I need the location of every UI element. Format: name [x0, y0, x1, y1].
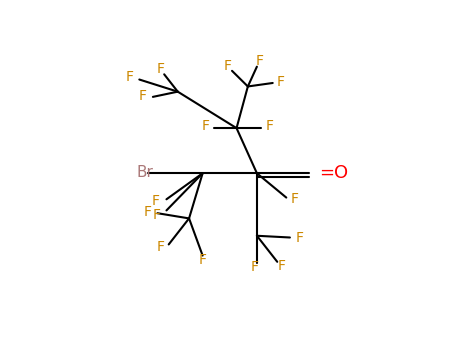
Text: F: F — [223, 58, 232, 72]
Text: F: F — [126, 70, 133, 84]
Text: F: F — [157, 240, 165, 254]
Text: F: F — [290, 192, 298, 206]
Text: F: F — [296, 231, 304, 245]
Text: F: F — [251, 260, 258, 274]
Text: F: F — [151, 194, 159, 208]
Text: F: F — [277, 75, 285, 89]
Text: F: F — [266, 119, 273, 133]
Text: F: F — [139, 89, 147, 103]
Text: =O: =O — [319, 164, 348, 182]
Text: F: F — [278, 259, 286, 273]
Text: Br: Br — [136, 165, 153, 180]
Text: F: F — [157, 62, 165, 76]
Text: F: F — [202, 119, 210, 133]
Text: F: F — [255, 55, 263, 69]
Text: F: F — [143, 205, 152, 219]
Text: F: F — [152, 208, 161, 222]
Text: F: F — [199, 253, 207, 267]
